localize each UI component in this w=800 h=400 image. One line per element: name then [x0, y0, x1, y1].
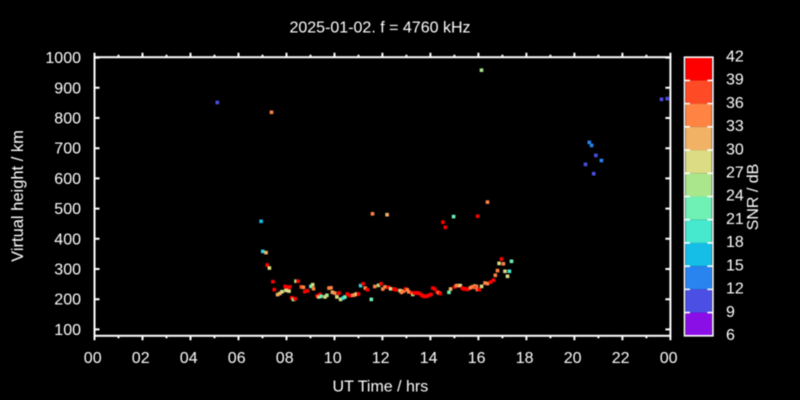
svg-text:9: 9	[726, 304, 735, 321]
svg-text:12: 12	[726, 281, 744, 298]
svg-text:2025-01-02. f = 4760 kHz: 2025-01-02. f = 4760 kHz	[289, 20, 470, 37]
svg-text:18: 18	[516, 350, 534, 367]
svg-text:UT Time / hrs: UT Time / hrs	[333, 379, 429, 396]
svg-text:800: 800	[54, 111, 81, 128]
svg-text:33: 33	[726, 118, 744, 135]
svg-text:42: 42	[726, 48, 744, 65]
svg-text:15: 15	[726, 257, 744, 274]
svg-text:08: 08	[276, 350, 294, 367]
svg-text:700: 700	[54, 141, 81, 158]
svg-text:1000: 1000	[45, 50, 81, 67]
svg-text:SNR / dB: SNR / dB	[745, 164, 762, 231]
svg-text:Virtual height / km: Virtual height / km	[9, 130, 27, 262]
svg-text:12: 12	[372, 350, 390, 367]
svg-text:00: 00	[84, 350, 102, 367]
svg-text:30: 30	[726, 141, 744, 158]
svg-text:400: 400	[54, 231, 81, 248]
svg-text:10: 10	[324, 350, 342, 367]
svg-text:39: 39	[726, 72, 744, 89]
svg-text:500: 500	[54, 201, 81, 218]
svg-text:04: 04	[180, 350, 198, 367]
svg-text:06: 06	[228, 350, 246, 367]
svg-text:27: 27	[726, 165, 744, 182]
svg-text:200: 200	[54, 292, 81, 309]
svg-text:300: 300	[54, 262, 81, 279]
svg-text:22: 22	[612, 350, 630, 367]
svg-text:16: 16	[468, 350, 486, 367]
svg-text:600: 600	[54, 171, 81, 188]
svg-text:00: 00	[660, 350, 678, 367]
svg-text:18: 18	[726, 234, 744, 251]
svg-text:36: 36	[726, 95, 744, 112]
svg-text:14: 14	[420, 350, 438, 367]
svg-text:02: 02	[132, 350, 150, 367]
svg-text:21: 21	[726, 211, 744, 228]
svg-text:100: 100	[54, 322, 81, 339]
svg-text:24: 24	[726, 188, 744, 205]
svg-text:6: 6	[726, 327, 735, 344]
svg-text:900: 900	[54, 80, 81, 97]
svg-text:20: 20	[564, 350, 582, 367]
